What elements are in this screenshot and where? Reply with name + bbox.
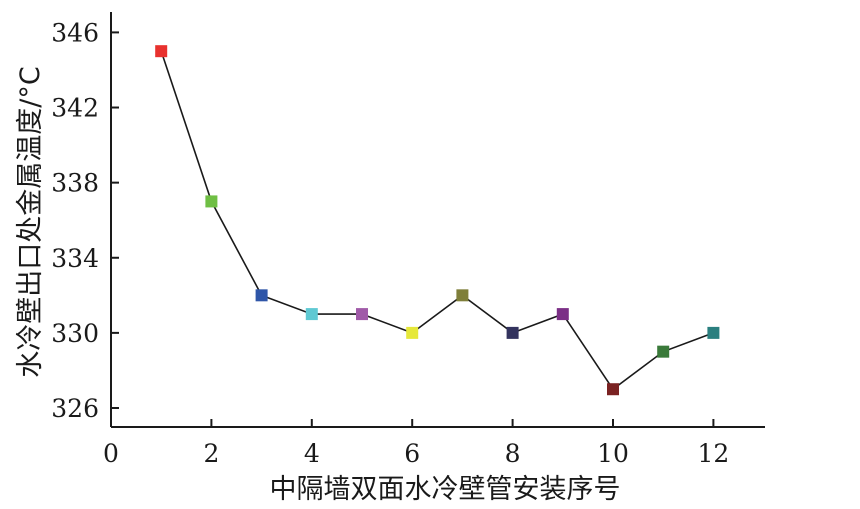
x-tick-label: 4 (304, 439, 320, 468)
x-tick-label: 0 (103, 439, 119, 468)
data-point-marker (607, 383, 619, 396)
data-point-marker (406, 326, 419, 339)
x-ticks: 0 2 4 6 8 10 12 (103, 419, 729, 468)
y-tick-label: 326 (51, 394, 99, 423)
x-tick-label: 6 (404, 439, 420, 468)
y-tick-label: 330 (51, 319, 99, 348)
data-point-marker (155, 45, 168, 58)
axes (110, 12, 765, 428)
data-point-marker (205, 195, 218, 208)
data-point-marker (456, 289, 469, 302)
series-line (160, 50, 714, 391)
data-point-marker (255, 289, 268, 302)
y-ticks: 326 330 334 338 342 346 (51, 18, 119, 423)
y-tick-label: 342 (51, 94, 99, 123)
y-tick-label: 338 (51, 169, 99, 198)
x-tick-label: 10 (597, 439, 629, 468)
y-axis-title: 水冷壁出口处金属温度/°C (15, 66, 46, 377)
y-tick-label: 334 (51, 244, 99, 273)
data-point-marker (707, 326, 720, 339)
y-tick-label: 346 (51, 18, 99, 47)
x-tick-label: 2 (203, 439, 219, 468)
data-point-marker (305, 308, 318, 321)
series-group (155, 45, 720, 396)
x-tick-label: 8 (505, 439, 521, 468)
data-point-marker (556, 308, 569, 321)
data-point-marker (506, 326, 519, 339)
x-tick-label: 12 (697, 439, 729, 468)
data-point-marker (356, 308, 368, 321)
x-axis-title: 中隔墙双面水冷壁管安装序号 (270, 474, 621, 505)
data-point-marker (657, 345, 670, 358)
